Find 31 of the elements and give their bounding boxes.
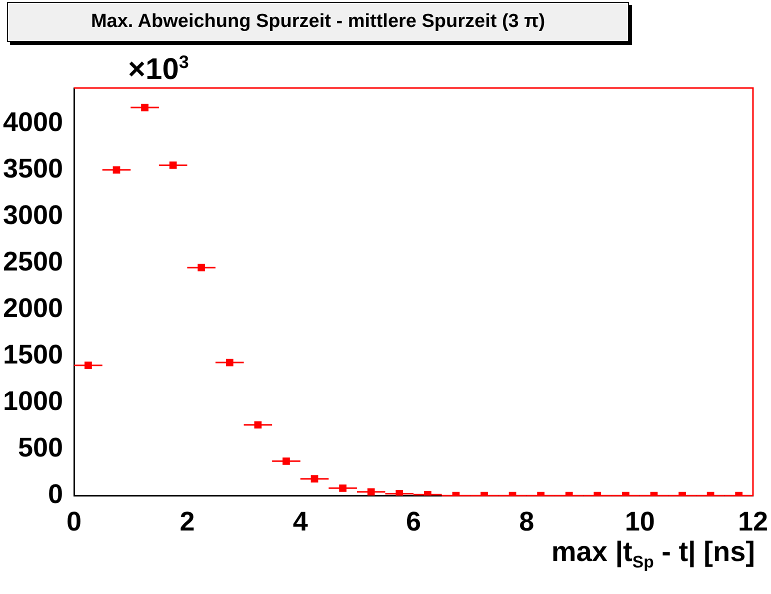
y-tick-label: 2000	[2, 292, 64, 323]
x-tick-label: 0	[66, 506, 82, 536]
y-tick-label: 0	[48, 479, 64, 510]
y-tick-label: 1000	[2, 386, 64, 416]
x-tick-label: 8	[519, 506, 534, 536]
point	[254, 421, 262, 429]
point	[141, 104, 148, 112]
y-tick-label: 1500	[2, 339, 64, 370]
point	[396, 490, 404, 496]
point	[282, 457, 290, 465]
y-tick-label: 3000	[2, 200, 64, 230]
point	[84, 362, 92, 369]
y-tick-label: 3500	[2, 153, 64, 184]
point	[169, 162, 177, 169]
point	[339, 484, 346, 492]
x-tick-label: 2	[180, 506, 195, 536]
y-tick-label: 500	[18, 432, 64, 463]
y-tick-label: 4000	[2, 106, 64, 137]
x-tick-label: 6	[406, 506, 422, 536]
point	[226, 358, 234, 366]
x-tick-label: 10	[624, 506, 655, 536]
point	[198, 264, 206, 272]
x-tick-label: 12	[738, 506, 768, 536]
chart-title: Max. Abweichung Spurzeit - mittlere Spurzeit (3 π)	[7, 2, 629, 42]
point	[112, 166, 120, 174]
x-axis-title: max |t$_{Sp}$ - t| [ns]	[551, 536, 755, 573]
point	[310, 475, 318, 483]
y-tick-label: 2500	[2, 246, 64, 276]
y-axis-title: ×10$^{3}$	[128, 52, 189, 87]
x-tick-label: 4	[292, 506, 308, 536]
point	[367, 488, 375, 496]
